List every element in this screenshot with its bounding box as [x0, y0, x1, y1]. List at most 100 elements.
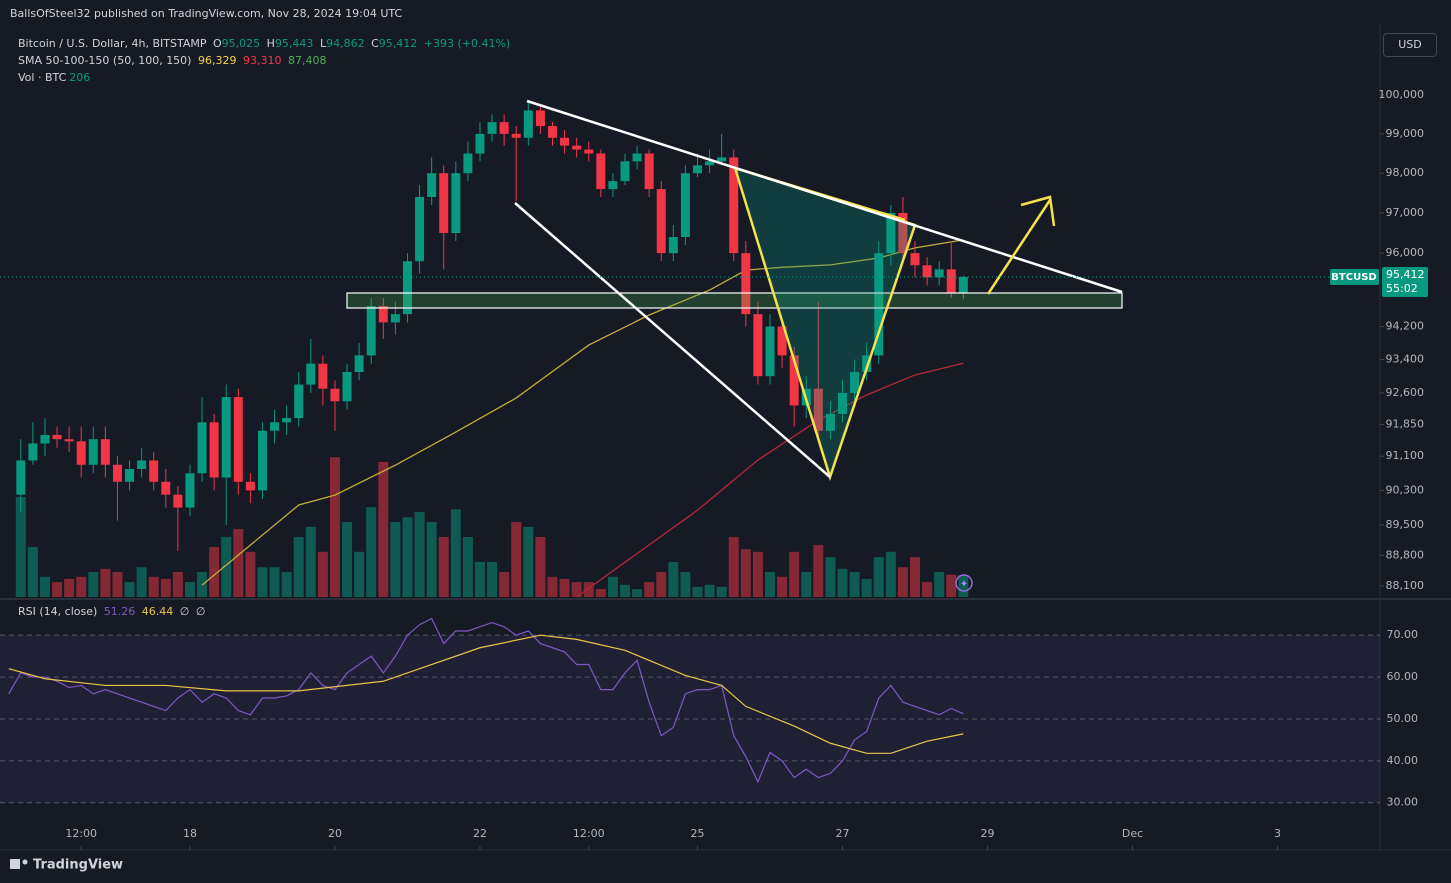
candle-body	[161, 481, 171, 495]
candle-body	[52, 434, 62, 440]
candle-body	[632, 153, 642, 162]
candle-body	[415, 197, 425, 262]
candle-body	[813, 388, 823, 431]
currency-button[interactable]: USD	[1383, 33, 1437, 57]
price-tag-text: 95,412	[1386, 268, 1425, 281]
candle-body	[499, 122, 509, 134]
volume-bar	[269, 567, 280, 597]
support-zone	[346, 292, 1123, 309]
volume-bar	[390, 522, 401, 597]
candle-body	[40, 434, 50, 444]
candle-body	[572, 145, 582, 150]
vol-label: Vol · BTC	[18, 71, 67, 84]
volume-bar	[813, 544, 824, 597]
y-tick-label: 91,100	[1386, 449, 1425, 462]
volume-bar	[329, 457, 340, 597]
volume-bar	[112, 572, 123, 597]
candle-body	[354, 355, 364, 373]
volume-bar	[535, 536, 546, 597]
volume-bar	[934, 572, 945, 597]
volume-bar	[172, 572, 183, 597]
volume-bar	[607, 576, 618, 597]
volume-bar	[499, 572, 510, 597]
volume-bar	[414, 511, 425, 597]
volume-bar	[668, 561, 679, 597]
logo-mark	[10, 859, 20, 869]
change: +393 (+0.41%)	[423, 37, 511, 50]
sma-value: 93,310	[242, 54, 282, 67]
candle-body	[886, 212, 896, 254]
candle-body	[137, 460, 147, 469]
candle-body	[112, 464, 122, 482]
pane-separator	[0, 598, 1451, 600]
rsi-ma-value: 46.44	[141, 605, 174, 618]
y-tick-label: 60.00	[1387, 670, 1419, 683]
candle-body	[692, 165, 702, 174]
candle-body	[390, 314, 400, 323]
x-tick-label: 18	[183, 827, 197, 840]
volume-bar	[632, 589, 643, 597]
candle-body	[729, 157, 739, 254]
x-tick-label: 27	[836, 827, 850, 840]
y-tick-label: 50.00	[1387, 712, 1419, 725]
rsi-line	[8, 617, 964, 784]
candle-body	[245, 481, 255, 491]
symbol: Bitcoin / U.S. Dollar, 4h, BITSTAMP	[18, 37, 207, 50]
logo-dot	[22, 859, 28, 865]
legend-row: Vol · BTC 206	[18, 69, 513, 86]
y-tick-label: 99,000	[1386, 127, 1425, 140]
h-value: 95,443	[274, 37, 314, 50]
volume-bar	[825, 557, 836, 597]
sma-label: SMA 50-100-150 (50, 100, 150)	[18, 54, 192, 67]
volume-bar	[740, 549, 751, 597]
volume-bar	[317, 551, 328, 597]
volume-bar	[160, 578, 171, 597]
y-tick-label: 90,300	[1386, 483, 1425, 496]
volume-bar	[861, 578, 872, 597]
volume-bar	[233, 528, 244, 597]
event-icon[interactable]	[955, 574, 973, 592]
candle-body	[378, 305, 388, 323]
candle-body	[620, 161, 630, 182]
x-tick-label: 12:00	[573, 827, 605, 840]
volume-bar	[619, 584, 630, 597]
candle-body	[100, 439, 110, 465]
l-label: L	[319, 37, 327, 50]
volume-bar	[922, 582, 933, 597]
candle-body	[668, 237, 678, 254]
volume-bar	[511, 522, 522, 597]
volume-bar	[704, 584, 715, 597]
volume-bar	[958, 575, 969, 597]
candle-body	[717, 157, 727, 162]
volume-bar	[849, 572, 860, 597]
candle-body	[523, 110, 533, 138]
volume-bar	[438, 536, 449, 597]
volume-bar	[752, 551, 763, 597]
volume-bar	[789, 551, 800, 597]
y-tick-label: 88,800	[1386, 548, 1425, 561]
l-value: 94,862	[326, 37, 365, 50]
candle-body	[705, 161, 715, 166]
y-tick-label: 92,600	[1386, 386, 1425, 399]
volume-bar	[27, 547, 38, 597]
volume-bar	[559, 578, 570, 597]
candle-body	[862, 355, 872, 373]
c-value: 95,412	[378, 37, 418, 50]
candle-body	[608, 181, 618, 190]
candle-body	[427, 173, 437, 198]
candle-body	[584, 149, 594, 154]
legend: Bitcoin / U.S. Dollar, 4h, BITSTAMP O95,…	[18, 35, 513, 86]
sma-value: 96,329	[197, 54, 237, 67]
sma-line	[201, 239, 964, 586]
volume-bar	[342, 522, 353, 597]
candle-body	[475, 133, 485, 154]
candle-body	[765, 326, 775, 377]
candle-body	[463, 153, 473, 174]
candle-body	[922, 265, 932, 278]
y-tick-label: 88,100	[1386, 579, 1425, 592]
rsi-label: RSI (14, close)	[18, 605, 98, 618]
candle-body	[197, 422, 207, 474]
candle-body	[910, 253, 920, 266]
arrow-head	[1020, 195, 1056, 227]
candle-body	[439, 173, 449, 233]
